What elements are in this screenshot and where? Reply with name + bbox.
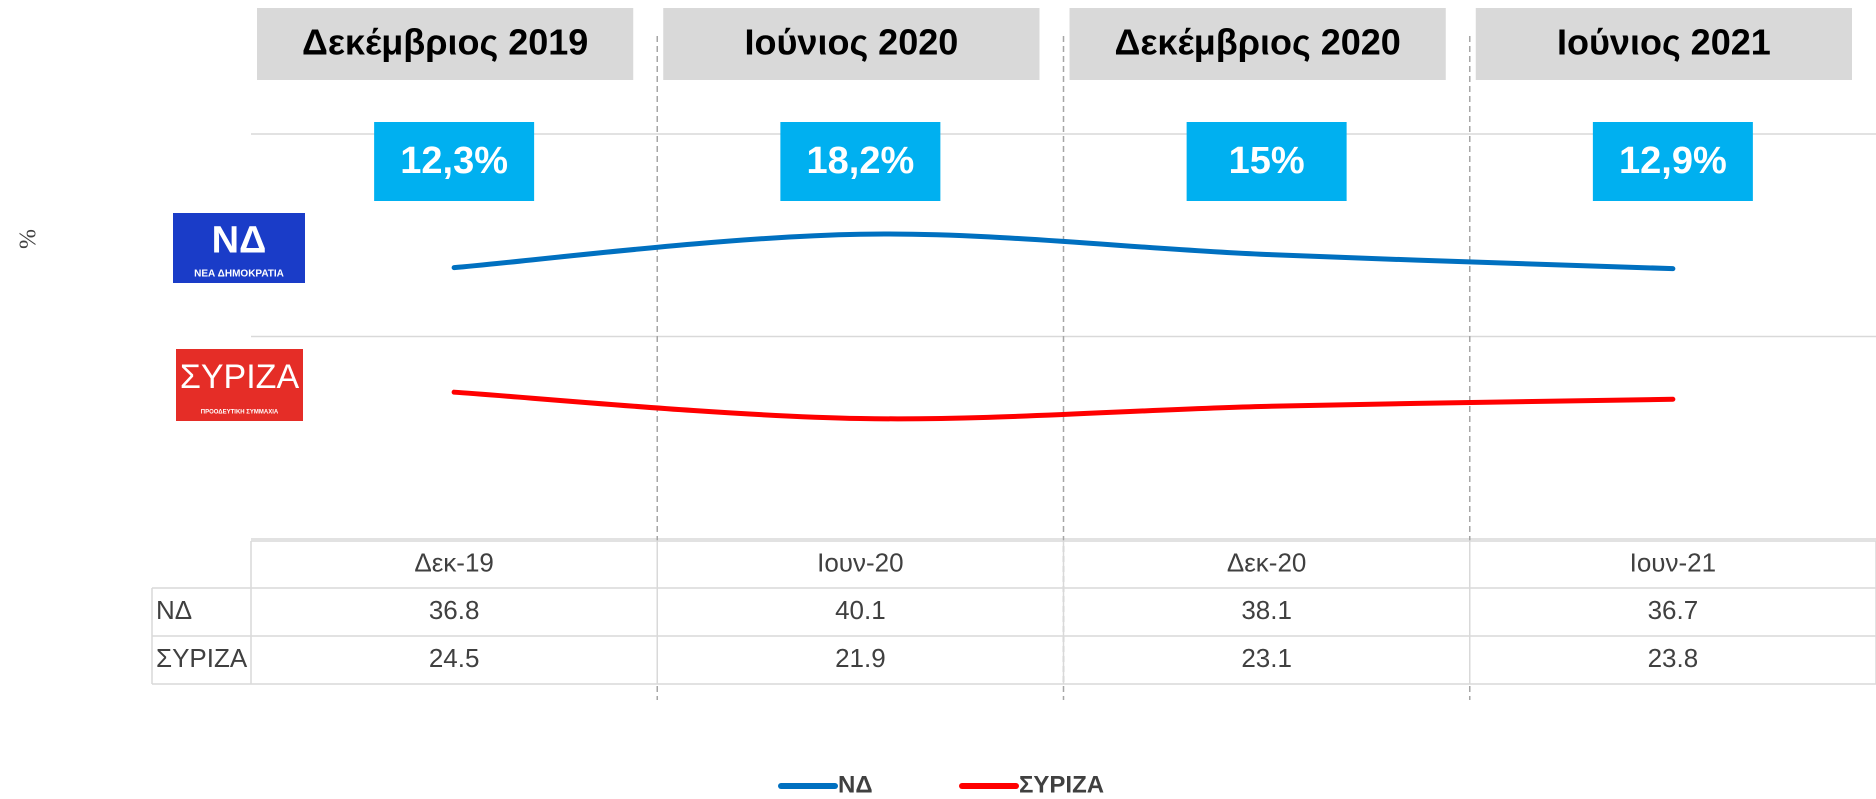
table-value: 23.8 (1648, 643, 1699, 673)
period-header: Ιούνιος 2021 (1557, 22, 1771, 63)
difference-box (1186, 122, 1347, 201)
legend-label: ΣΥΡΙΖΑ (1019, 771, 1104, 798)
period-header: Δεκέμβριος 2020 (1114, 22, 1400, 63)
party-logo (176, 349, 303, 421)
series-line (451, 231, 1676, 272)
x-tick-label: Δεκ-20 (1227, 547, 1307, 577)
difference-box (780, 122, 941, 201)
party-logo-name: ΣΥΡΙΖΑ (180, 358, 300, 396)
period-header-box (1069, 8, 1446, 80)
difference-box (1592, 122, 1753, 201)
table-value: 36.7 (1648, 595, 1699, 625)
difference-label: 12,3% (400, 140, 508, 182)
table-value: 21.9 (835, 643, 886, 673)
party-logo-name: ΝΔ (212, 219, 267, 261)
period-header-box (257, 8, 634, 80)
table-value: 24.5 (429, 643, 480, 673)
period-header-box (663, 8, 1040, 80)
party-logo-text: ΠΡΟΟΔΕΥΤΙΚΗ ΣΥΜΜΑΧΙΑ (201, 410, 279, 416)
period-header: Δεκέμβριος 2019 (302, 22, 588, 63)
difference-label: 15% (1229, 140, 1305, 182)
period-header-box (1475, 8, 1852, 80)
period-header: Ιούνιος 2020 (744, 22, 958, 63)
series-line (451, 389, 1676, 422)
party-logo (173, 213, 305, 283)
legend-label: ΝΔ (838, 771, 873, 798)
party-logo-text: ΝΕΑ ΔΗΜΟΚΡΑΤΙΑ (194, 269, 284, 280)
table-value: 38.1 (1241, 595, 1292, 625)
table-value: 23.1 (1241, 643, 1292, 673)
table-row-label: ΝΔ (156, 595, 192, 625)
x-tick-label: Δεκ-19 (414, 547, 494, 577)
x-tick-label: Ιουν-20 (817, 547, 903, 577)
difference-box (374, 122, 535, 201)
table-row-label: ΣΥΡΙΖΑ (156, 643, 248, 673)
table-value: 40.1 (835, 595, 886, 625)
y-axis-label: % (16, 229, 42, 249)
difference-label: 18,2% (807, 140, 915, 182)
difference-label: 12,9% (1619, 140, 1727, 182)
table-value: 36.8 (429, 595, 480, 625)
x-tick-label: Ιουν-21 (1630, 547, 1716, 577)
